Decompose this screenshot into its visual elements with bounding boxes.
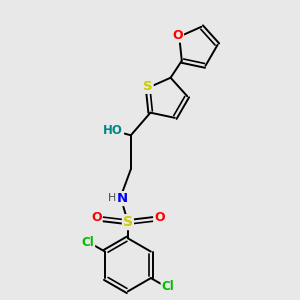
Text: H: H — [107, 193, 116, 203]
Text: O: O — [172, 29, 183, 42]
Text: O: O — [154, 211, 165, 224]
Text: O: O — [91, 211, 102, 224]
Text: S: S — [123, 215, 133, 229]
Text: S: S — [143, 80, 153, 93]
Text: Cl: Cl — [162, 280, 174, 293]
Text: Cl: Cl — [82, 236, 94, 249]
Text: HO: HO — [103, 124, 123, 137]
Text: N: N — [116, 192, 128, 205]
